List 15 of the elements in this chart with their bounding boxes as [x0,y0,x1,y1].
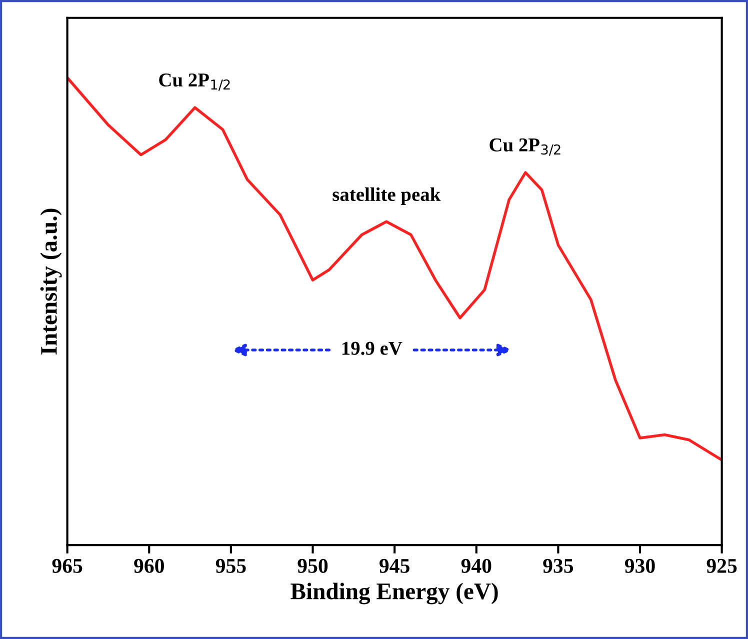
y-axis-title: Intensity (a.u.) [40,208,62,354]
x-tick-label: 945 [380,558,410,573]
x-axis-title: Binding Energy (eV) [290,582,498,604]
x-tick-label: 940 [461,558,492,573]
x-tick-label: 930 [624,558,655,573]
x-tick-label: 965 [52,558,82,573]
annotation: Cu 2P$_{1/2}$ [159,73,230,91]
x-tick-label: 955 [216,558,246,573]
x-tick-label: 925 [706,558,737,573]
x-tick-label: 935 [543,558,574,573]
x-tick-label: 950 [298,558,328,573]
annotation: 19.9 eV [342,342,402,355]
annotation: satellite peak [332,187,441,205]
x-tick-label: 960 [134,558,164,573]
annotation: Cu 2P$_{3/2}$ [490,138,560,156]
